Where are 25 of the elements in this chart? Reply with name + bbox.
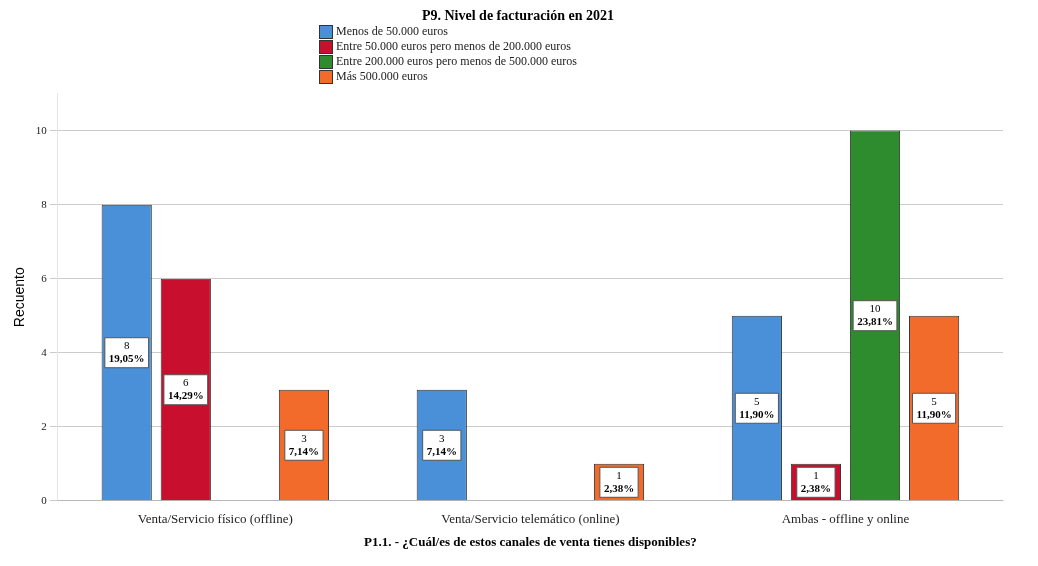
data-label: 8 19,05% xyxy=(108,339,145,365)
legend-label: Entre 200.000 euros pero menos de 500.000 euros xyxy=(336,54,577,69)
y-tick-label: 0 xyxy=(41,493,48,506)
x-tick-label: Ambas - offline y online xyxy=(781,511,910,527)
legend-label: Entre 50.000 euros pero menos de 200.000 euros xyxy=(336,39,571,54)
data-label: 10 23,81% xyxy=(857,302,893,328)
data-label: 1 2,38% xyxy=(800,468,832,494)
y-tick-label: 4 xyxy=(41,345,48,358)
legend-label: Más 500.000 euros xyxy=(336,69,428,84)
data-label: 5 11,90% xyxy=(739,394,775,420)
data-label: 1 2,38% xyxy=(603,468,635,494)
y-tick-label: 8 xyxy=(41,197,48,210)
y-axis-title: Recuento xyxy=(11,267,28,328)
y-tick-label: 6 xyxy=(41,271,48,284)
x-tick-label: Venta/Servicio físico (offline) xyxy=(137,511,293,527)
data-label: 3 7,14% xyxy=(288,431,320,457)
x-tick-label: Venta/Servicio telemático (online) xyxy=(441,511,620,527)
data-label: 6 14,29% xyxy=(167,376,204,402)
y-tick-label: 2 xyxy=(41,419,47,432)
data-label: 5 11,90% xyxy=(916,394,952,420)
data-label: 3 7,14% xyxy=(426,431,457,457)
chart-title: P9. Nivel de facturación en 2021 xyxy=(420,8,616,24)
y-tick-label: 10 xyxy=(35,123,48,136)
legend-label: Menos de 50.000 euros xyxy=(336,24,448,39)
x-axis-title: P1.1. - ¿Cuál/es de estos canales de venta tienes disponibles? xyxy=(364,533,697,549)
